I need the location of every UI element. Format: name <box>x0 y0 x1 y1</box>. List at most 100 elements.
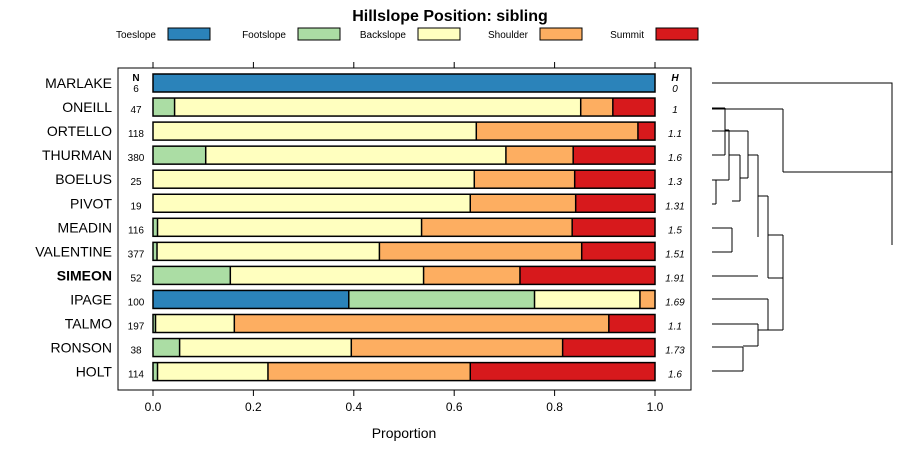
bar-segment <box>179 338 352 357</box>
bar-segment <box>580 98 613 117</box>
bar-segment <box>153 290 349 309</box>
legend-swatch <box>417 27 461 41</box>
bar-outline <box>152 73 656 93</box>
bar-segment <box>153 170 475 189</box>
bar-segment <box>153 98 175 117</box>
x-axis: 0.0 0.2 0.4 0.6 0.8 1.0 <box>145 62 664 414</box>
legend-label: Footslope <box>242 30 286 41</box>
row-label: HOLT <box>76 364 113 380</box>
row-n-value: 100 <box>128 297 145 308</box>
bar-segment <box>476 122 638 141</box>
row-h-value: 1.91 <box>665 273 684 284</box>
row-n-value: 380 <box>128 153 145 164</box>
x-tick-label: 0.4 <box>345 400 362 414</box>
bar-segment <box>534 290 640 309</box>
chart-title: Hillslope Position: sibling <box>352 8 548 25</box>
bar-outline <box>152 145 656 165</box>
bar-segment <box>157 242 380 261</box>
legend-label: Summit <box>610 30 644 41</box>
bar-outline <box>152 241 656 262</box>
row-h-value: 1.3 <box>668 177 682 188</box>
n-column-header: N <box>132 73 139 84</box>
bar-outline <box>152 265 656 286</box>
bar-segment <box>174 98 581 117</box>
bar-segment <box>572 218 655 237</box>
bar-segment <box>153 146 206 165</box>
bar-rows: MARLAKE 6 0 ONEILL 47 1 ORTELLO 118 1.1 THURMAN 38… <box>35 73 685 382</box>
bar-segment <box>637 122 655 141</box>
bar-segment <box>157 362 268 381</box>
bar-segment <box>379 242 582 261</box>
bar-outline <box>152 361 656 382</box>
bar-outline <box>152 97 656 117</box>
bar-outline <box>152 313 656 334</box>
row-n-value: 38 <box>130 346 142 357</box>
x-tick-label: 1.0 <box>647 400 664 414</box>
bar-segment <box>153 122 477 141</box>
row-h-value: 1.51 <box>665 249 684 260</box>
bar-segment <box>153 194 471 213</box>
bar-segment <box>267 362 471 381</box>
bar-segment <box>153 218 158 237</box>
legend: Toeslope Footslope Backslope Shoulder Summit <box>116 27 699 41</box>
row-n-value: 19 <box>130 201 142 212</box>
legend-swatch <box>167 27 211 41</box>
bar-segment <box>470 362 655 381</box>
dendrogram-link <box>712 82 893 245</box>
bar-outline <box>152 289 656 310</box>
bar-segment <box>155 314 235 333</box>
row-h-value: 1.69 <box>665 297 685 308</box>
bar-segment <box>153 242 158 261</box>
row-h-value: 1.31 <box>665 201 684 212</box>
row-h-value: 1.6 <box>668 153 682 164</box>
legend-label: Toeslope <box>116 30 156 41</box>
row-label: BOELUS <box>55 171 112 187</box>
row-h-value: 1.1 <box>668 322 682 333</box>
bar-segment <box>470 194 576 213</box>
bar-segment <box>423 266 520 285</box>
bar-segment <box>153 74 655 92</box>
legend-swatch <box>539 27 583 41</box>
bar-segment <box>153 362 158 381</box>
row-n-value: 52 <box>130 273 142 284</box>
bar-outline <box>152 169 656 189</box>
row-h-value: 1.6 <box>668 370 682 381</box>
x-tick-label: 0.8 <box>546 400 563 414</box>
bar-segment <box>153 266 231 285</box>
row-n-value: 114 <box>128 370 144 381</box>
row-h-value: 0 <box>672 84 678 95</box>
x-tick-label: 0.0 <box>145 400 162 414</box>
row-n-value: 377 <box>128 249 145 260</box>
bar-segment <box>205 146 506 165</box>
row-h-value: 1.5 <box>668 225 682 236</box>
row-label: MEADIN <box>58 219 112 235</box>
plot-frame <box>117 67 692 391</box>
legend-label: Shoulder <box>488 30 529 41</box>
row-n-value: 118 <box>128 129 144 140</box>
row-label: PIVOT <box>70 195 112 211</box>
row-label: IPAGE <box>70 291 112 307</box>
dendrogram <box>712 82 893 372</box>
row-h-value: 1 <box>672 105 678 116</box>
row-n-value: 197 <box>128 322 145 333</box>
row-label: THURMAN <box>42 147 112 163</box>
row-label: VALENTINE <box>35 243 112 259</box>
row-label: MARLAKE <box>45 75 112 91</box>
bar-segment <box>562 338 655 357</box>
row-n-value: 116 <box>128 225 144 236</box>
row-n-value: 6 <box>133 84 139 95</box>
bar-segment <box>581 242 655 261</box>
row-label: ORTELLO <box>47 123 112 139</box>
row-label: SIMEON <box>57 267 112 283</box>
row-h-value: 1.73 <box>665 346 685 357</box>
row-n-value: 25 <box>130 177 142 188</box>
bar-segment <box>348 290 535 309</box>
row-label: RONSON <box>51 340 112 356</box>
x-tick-label: 0.6 <box>446 400 463 414</box>
row-label: ONEILL <box>62 99 112 115</box>
row-n-value: 47 <box>130 105 142 116</box>
legend-swatch <box>655 27 699 41</box>
bar-segment <box>153 338 180 357</box>
x-axis-label: Proportion <box>372 425 437 441</box>
